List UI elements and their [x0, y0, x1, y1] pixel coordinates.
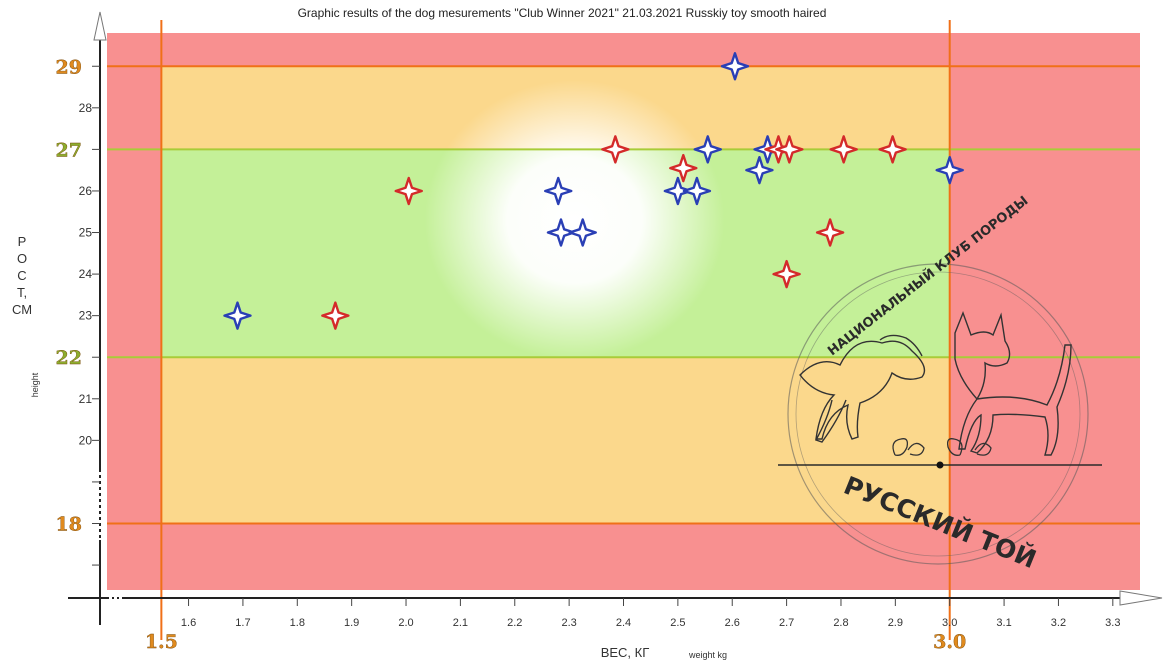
data-point-red: [669, 153, 698, 183]
data-point-red: [394, 176, 423, 206]
x-tick-label: 1.7: [235, 617, 250, 629]
data-point-blue: [544, 176, 573, 206]
data-point-blue: [935, 155, 964, 185]
seal-inner-ring: [795, 271, 1081, 557]
seal-dog-left: [799, 334, 926, 443]
data-point-red: [815, 218, 845, 247]
seal-dog-right: [954, 311, 1072, 456]
x-tick-label: 2.5: [670, 617, 685, 629]
data-point-blue: [568, 218, 597, 247]
data-point-red: [775, 135, 804, 164]
chart-subtitle: Graphic results of the dog mesurements "…: [298, 6, 827, 20]
axes-layer: [68, 11, 1163, 625]
y-axis-title-char: С: [17, 268, 26, 283]
x-tick-label: 2.6: [725, 617, 740, 629]
data-point-red: [829, 135, 858, 164]
y-tick-label: 21: [79, 392, 93, 406]
y-highlight-label: 29: [56, 56, 82, 78]
x-tick-label: 2.9: [888, 617, 903, 629]
x-tick-label: 2.8: [833, 617, 848, 629]
x-tick-label: 1.9: [344, 617, 359, 629]
x-tick-label: 1.8: [290, 617, 305, 629]
y-tick-label: 28: [79, 101, 93, 115]
data-point-red: [878, 135, 907, 164]
data-point-blue: [693, 135, 722, 164]
y-highlight-label: 27: [56, 139, 82, 161]
seal-center-dot: [936, 461, 944, 469]
x-tick-label: 3.0: [942, 617, 957, 629]
data-point-blue: [223, 301, 252, 330]
x-tick-label: 3.2: [1051, 617, 1066, 629]
y-axis-title-char: СМ: [12, 302, 32, 317]
seal-ornament: [892, 438, 992, 456]
x-tick-label: 2.3: [561, 617, 576, 629]
data-point-red: [601, 135, 630, 164]
x-tick-label: 2.4: [616, 617, 631, 629]
data-point-blue: [745, 155, 774, 185]
x-tick-label: 2.2: [507, 617, 522, 629]
y-axis-arrow: [93, 11, 107, 41]
x-axis-title-en: weight kg: [688, 650, 727, 660]
data-point-blue: [720, 52, 750, 81]
y-tick-label: 23: [79, 309, 93, 323]
y-tick-label: 26: [79, 184, 93, 198]
y-highlight-label: 22: [56, 347, 82, 369]
reference-lines-layer: [107, 20, 1140, 640]
y-axis-title-ru: РОС Т, СМ: [12, 234, 32, 317]
data-point-red: [772, 259, 801, 289]
x-tick-label: 2.7: [779, 617, 794, 629]
data-point-blue: [682, 176, 712, 206]
y-axis-title-char: Р: [18, 234, 27, 249]
x-tick-label: 2.1: [453, 617, 468, 629]
y-tick-label: 20: [79, 433, 93, 447]
data-point-blue: [546, 218, 576, 247]
y-axis-title-en: height: [30, 372, 40, 397]
y-axis-title-char: О: [17, 251, 27, 266]
x-highlight-label: 3.0: [933, 631, 966, 653]
x-tick-label: 3.1: [996, 617, 1011, 629]
x-axis-arrow: [1119, 590, 1163, 606]
points-layer: [223, 52, 964, 330]
zone-glow: [424, 80, 725, 361]
x-tick-label: 1.6: [181, 617, 196, 629]
zones-layer: [107, 33, 1140, 590]
seal-outer-ring: [787, 263, 1089, 565]
y-tick-label: 24: [79, 267, 93, 281]
data-point-blue: [663, 176, 693, 206]
x-tick-label: 3.3: [1105, 617, 1120, 629]
x-highlight-label: 1.5: [145, 631, 178, 653]
x-tick-label: 2.0: [398, 617, 413, 629]
x-axis-title-ru: ВЕС, КГ: [601, 645, 650, 660]
y-axis-title-char: Т,: [17, 285, 27, 300]
y-highlight-label: 18: [56, 513, 82, 535]
y-tick-label: 25: [79, 226, 93, 240]
labels-layer: 1.6 1.7 1.8 1.9 2.0 2.1 2.2 2.3 2.4 2.5 2.6 2.7 2.8 2…: [55, 56, 1120, 653]
data-point-red: [321, 301, 350, 330]
